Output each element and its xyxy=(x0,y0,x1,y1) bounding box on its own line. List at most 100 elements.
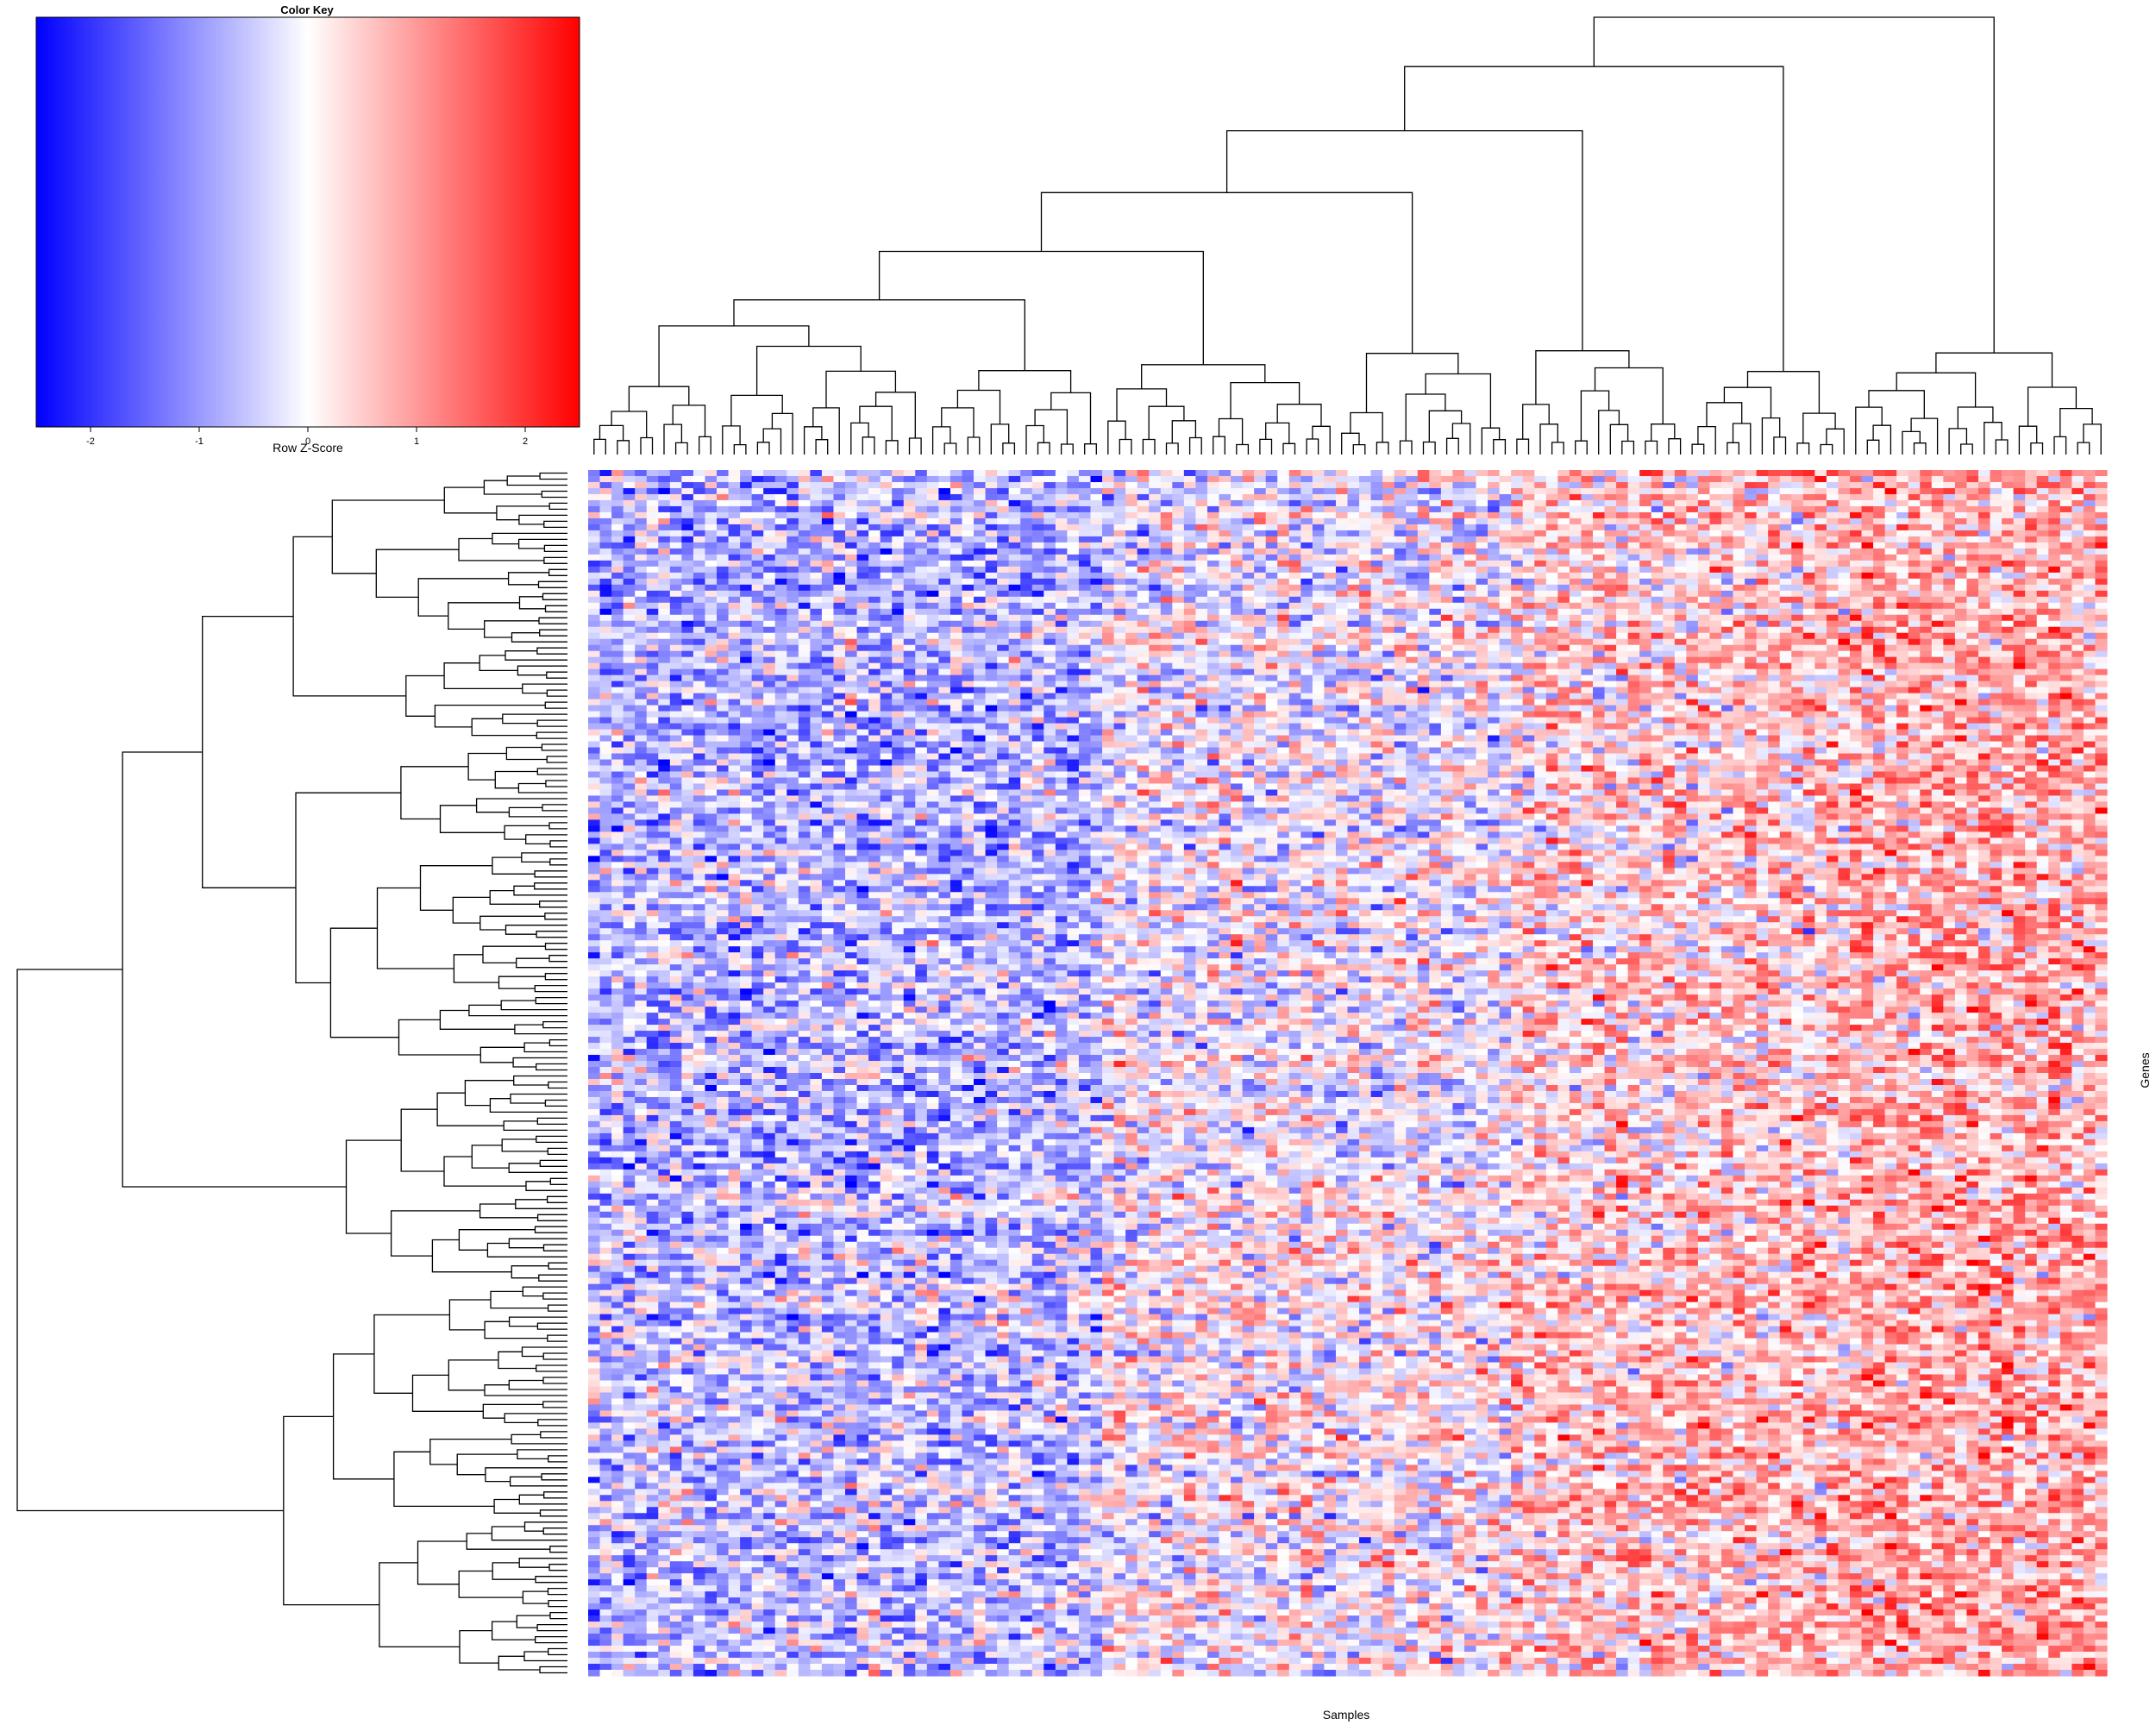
row-dendrogram-branch xyxy=(542,744,567,750)
heatmap-cell xyxy=(892,470,904,477)
heatmap-cell xyxy=(962,482,974,489)
heatmap-cell xyxy=(1009,470,1021,477)
heatmap-cell xyxy=(833,482,845,489)
heatmap-cell xyxy=(1172,482,1184,489)
heatmap-cell xyxy=(1721,470,1733,477)
heatmap-cell xyxy=(1195,476,1207,483)
heatmap-cell xyxy=(2095,482,2107,489)
heatmap-cell xyxy=(1850,482,1862,489)
row-dendrogram-branch xyxy=(511,1266,548,1278)
column-dendrogram-branch xyxy=(772,413,793,455)
heatmap-cell xyxy=(1757,488,1769,495)
heatmap-cell xyxy=(1557,476,1570,483)
heatmap-cell xyxy=(1593,494,1605,501)
column-dendrogram-branch xyxy=(1482,428,1499,455)
heatmap-cell xyxy=(1184,476,1196,483)
row-dendrogram-branch xyxy=(430,1440,511,1465)
row-dendrogram-branch xyxy=(17,969,284,1511)
heatmap-cell xyxy=(1768,488,1780,495)
column-dendrogram-branch xyxy=(1424,442,1436,455)
row-dendrogram-branch xyxy=(457,1454,517,1475)
heatmap-cell xyxy=(1733,470,1745,477)
heatmap-cell xyxy=(2014,488,2026,495)
row-dendrogram-branch xyxy=(548,1082,567,1088)
column-dendrogram-branch xyxy=(2054,436,2066,455)
heatmap-cell xyxy=(868,476,881,483)
heatmap-cell xyxy=(1488,482,1500,489)
row-dendrogram-branch xyxy=(347,1140,402,1233)
row-dendrogram-branch xyxy=(537,1625,567,1631)
heatmap-cell xyxy=(868,494,881,501)
heatmap-cell xyxy=(986,470,998,477)
row-dendrogram-branch xyxy=(523,1591,548,1603)
column-dendrogram-branch xyxy=(673,405,705,437)
row-dendrogram-branch xyxy=(510,1317,567,1327)
heatmap-cell xyxy=(2048,476,2060,483)
row-dendrogram-branch xyxy=(392,1211,480,1256)
heatmap-cell xyxy=(1289,476,1301,483)
heatmap-cell xyxy=(1184,494,1196,501)
heatmap-cell xyxy=(915,482,927,489)
row-dendrogram-branch xyxy=(548,1456,567,1462)
heatmap-cell xyxy=(1757,476,1769,483)
column-dendrogram-branch xyxy=(1523,405,1550,439)
heatmap-cell xyxy=(752,470,764,477)
heatmap-cell xyxy=(845,476,857,483)
column-dendrogram-branch xyxy=(1353,445,1365,455)
heatmap-cell xyxy=(1067,476,1079,483)
color-key-title: Color Key xyxy=(280,3,334,16)
heatmap-cell xyxy=(1464,470,1476,477)
heatmap-cell xyxy=(892,494,904,501)
heatmap-cell xyxy=(1009,488,1021,495)
column-dendrogram-branch xyxy=(1727,442,1739,455)
heatmap-cell xyxy=(1348,470,1360,477)
heatmap-cell xyxy=(1534,494,1546,501)
heatmap-cell xyxy=(997,470,1009,477)
heatmap-cell xyxy=(1359,494,1371,501)
row-dendrogram-branch xyxy=(330,928,398,1038)
row-dendrogram-branch xyxy=(542,492,567,498)
heatmap-cell xyxy=(1102,488,1114,495)
row-dendrogram-branch xyxy=(550,1546,567,1552)
column-dendrogram xyxy=(594,17,2101,455)
heatmap-cell xyxy=(624,488,636,495)
heatmap-cell xyxy=(1300,476,1313,483)
row-dendrogram-branch xyxy=(491,1291,548,1308)
heatmap-cell xyxy=(1500,482,1512,489)
heatmap-cell xyxy=(1231,470,1243,477)
heatmap-cell xyxy=(892,476,904,483)
column-dendrogram-branch xyxy=(1231,383,1300,419)
row-dendrogram-branch xyxy=(460,1631,498,1664)
heatmap-cell xyxy=(1581,482,1593,489)
heatmap-cell xyxy=(1195,494,1207,501)
heatmap-cell xyxy=(1324,482,1336,489)
row-dendrogram-branch xyxy=(536,1365,567,1371)
column-dendrogram-branch xyxy=(1406,394,1445,441)
column-dendrogram-branch xyxy=(1117,389,1167,421)
heatmap-cell xyxy=(1932,482,1944,489)
heatmap-cell xyxy=(1675,476,1687,483)
row-dendrogram-branch xyxy=(519,1559,567,1568)
heatmap-cell xyxy=(670,470,682,477)
heatmap-cell xyxy=(1476,494,1489,501)
heatmap-cell xyxy=(1207,470,1219,477)
heatmap-cell xyxy=(986,476,998,483)
column-dendrogram-branch xyxy=(1594,17,1994,353)
heatmap-cell xyxy=(1581,488,1593,495)
heatmap-cell xyxy=(717,482,729,489)
heatmap-cell xyxy=(1114,494,1126,501)
heatmap-cell xyxy=(997,482,1009,489)
column-dendrogram-branch xyxy=(1552,442,1564,455)
row-dendrogram-branch xyxy=(332,500,444,574)
row-dendrogram-branch xyxy=(523,684,567,693)
heatmap-cell xyxy=(681,488,693,495)
heatmap-cell xyxy=(1254,488,1266,495)
heatmap-cell xyxy=(1757,494,1769,501)
heatmap-cell xyxy=(1406,476,1418,483)
heatmap-cell xyxy=(1032,482,1044,489)
heatmap-cell xyxy=(1277,494,1289,501)
column-dendrogram-branch xyxy=(1376,442,1388,455)
heatmap-cell xyxy=(1067,470,1079,477)
heatmap-cell xyxy=(763,470,775,477)
heatmap-cell xyxy=(1243,488,1255,495)
